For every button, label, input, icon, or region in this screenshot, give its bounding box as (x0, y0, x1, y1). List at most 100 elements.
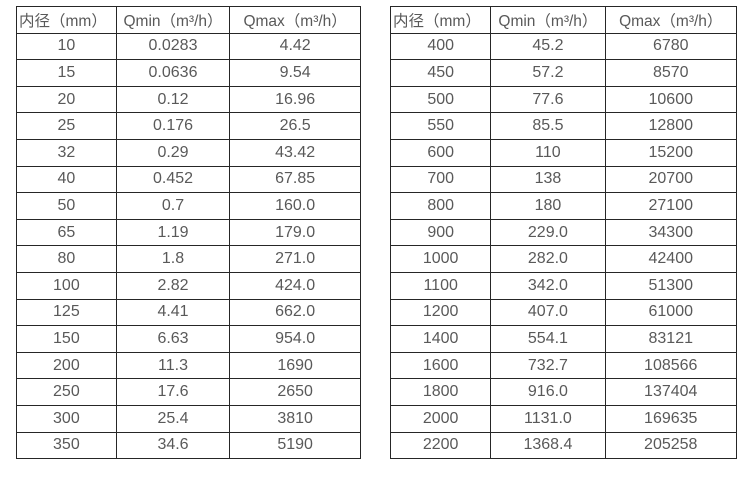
table-cell: 0.452 (115, 165, 231, 194)
table-cell: 125 (16, 298, 117, 327)
table-cell: 500 (389, 85, 492, 114)
table-row: 1100 342.0 51300 (389, 271, 737, 300)
table-cell: 916.0 (490, 378, 606, 406)
table-cell: 1400 (389, 325, 492, 353)
table-cell: 1100 (389, 271, 492, 300)
table-cell: 77.6 (490, 85, 606, 114)
table-cell: 400 (389, 32, 492, 61)
table-cell: 350 (16, 431, 117, 460)
table-cell: 2200 (389, 431, 492, 460)
table-row: 1000 282.0 42400 (389, 245, 737, 273)
table-cell: 15 (16, 59, 117, 87)
table-cell: 0.12 (115, 85, 231, 114)
table-row: 150 6.63 954.0 (16, 325, 361, 353)
table-header-row: 内径（mm） Qmin（m³/h） Qmax（m³/h） (16, 6, 361, 34)
table-row: 125 4.41 662.0 (16, 298, 361, 327)
table-cell: 11.3 (115, 351, 231, 380)
table-row: 300 25.4 3810 (16, 404, 361, 433)
table-row: 250 17.6 2650 (16, 378, 361, 406)
table-cell: 65 (16, 218, 117, 247)
table-cell: 80 (16, 245, 117, 273)
table-cell: 8570 (604, 59, 737, 87)
table-row: 350 34.6 5190 (16, 431, 361, 460)
table-cell: 550 (389, 112, 492, 140)
table-cell: 271.0 (229, 245, 361, 273)
table-row: 2200 1368.4 205258 (389, 431, 737, 460)
table-row: 600 110 15200 (389, 138, 737, 167)
table-row: 25 0.176 26.5 (16, 112, 361, 140)
table-cell: 9.54 (229, 59, 361, 87)
table-cell: 1.8 (115, 245, 231, 273)
table-cell: 205258 (604, 431, 737, 460)
table-row: 32 0.29 43.42 (16, 138, 361, 167)
table-cell: 57.2 (490, 59, 606, 87)
table-cell: 954.0 (229, 325, 361, 353)
table-body: 10 0.0283 4.42 15 0.0636 9.54 20 0.12 16.96 25 0.1… (16, 32, 361, 460)
table-cell: 169635 (604, 404, 737, 433)
table-cell: 2000 (389, 404, 492, 433)
table-row: 700 138 20700 (389, 165, 737, 194)
table-cell: 1000 (389, 245, 492, 273)
table-cell: 3810 (229, 404, 361, 433)
table-row: 550 85.5 12800 (389, 112, 737, 140)
table-cell: 282.0 (490, 245, 606, 273)
column-header: Qmin（m³/h） (115, 6, 231, 34)
table-cell: 4.42 (229, 32, 361, 61)
table-row: 400 45.2 6780 (389, 32, 737, 61)
table-cell: 0.7 (115, 192, 231, 220)
table-cell: 27100 (604, 192, 737, 220)
table-cell: 138 (490, 165, 606, 194)
table-header-row: 内径（mm） Qmin（m³/h） Qmax（m³/h） (389, 6, 737, 34)
table-cell: 1800 (389, 378, 492, 406)
table-cell: 0.0283 (115, 32, 231, 61)
table-cell: 83121 (604, 325, 737, 353)
table-cell: 1600 (389, 351, 492, 380)
table-cell: 662.0 (229, 298, 361, 327)
table-cell: 342.0 (490, 271, 606, 300)
table-cell: 0.176 (115, 112, 231, 140)
column-header: 内径（mm） (16, 6, 117, 34)
table-cell: 85.5 (490, 112, 606, 140)
flow-table-small-diameters: 内径（mm） Qmin（m³/h） Qmax（m³/h） 10 0.0283 4.42 1… (16, 6, 361, 460)
table-cell: 67.85 (229, 165, 361, 194)
table-cell: 900 (389, 218, 492, 247)
table-row: 50 0.7 160.0 (16, 192, 361, 220)
table-cell: 1.19 (115, 218, 231, 247)
table-cell: 424.0 (229, 271, 361, 300)
table-cell: 450 (389, 59, 492, 87)
table-cell: 45.2 (490, 32, 606, 61)
table-cell: 25.4 (115, 404, 231, 433)
table-cell: 100 (16, 271, 117, 300)
table-row: 65 1.19 179.0 (16, 218, 361, 247)
table-cell: 5190 (229, 431, 361, 460)
table-cell: 200 (16, 351, 117, 380)
table-cell: 160.0 (229, 192, 361, 220)
table-cell: 0.29 (115, 138, 231, 167)
table-row: 500 77.6 10600 (389, 85, 737, 114)
table-cell: 34300 (604, 218, 737, 247)
table-cell: 26.5 (229, 112, 361, 140)
table-cell: 10600 (604, 85, 737, 114)
table-row: 80 1.8 271.0 (16, 245, 361, 273)
table-row: 10 0.0283 4.42 (16, 32, 361, 61)
header-row: 内径（mm） Qmin（m³/h） Qmax（m³/h） (389, 6, 737, 34)
table-cell: 17.6 (115, 378, 231, 406)
table-cell: 6.63 (115, 325, 231, 353)
table-cell: 150 (16, 325, 117, 353)
table-cell: 20700 (604, 165, 737, 194)
table-row: 200 11.3 1690 (16, 351, 361, 380)
table-cell: 20 (16, 85, 117, 114)
table-cell: 229.0 (490, 218, 606, 247)
table-row: 450 57.2 8570 (389, 59, 737, 87)
table-cell: 6780 (604, 32, 737, 61)
table-cell: 4.41 (115, 298, 231, 327)
table-cell: 50 (16, 192, 117, 220)
header-row: 内径（mm） Qmin（m³/h） Qmax（m³/h） (16, 6, 361, 34)
table-cell: 0.0636 (115, 59, 231, 87)
table-cell: 43.42 (229, 138, 361, 167)
table-cell: 1200 (389, 298, 492, 327)
table-cell: 1690 (229, 351, 361, 380)
column-header: Qmax（m³/h） (229, 6, 361, 34)
table-cell: 51300 (604, 271, 737, 300)
table-cell: 180 (490, 192, 606, 220)
